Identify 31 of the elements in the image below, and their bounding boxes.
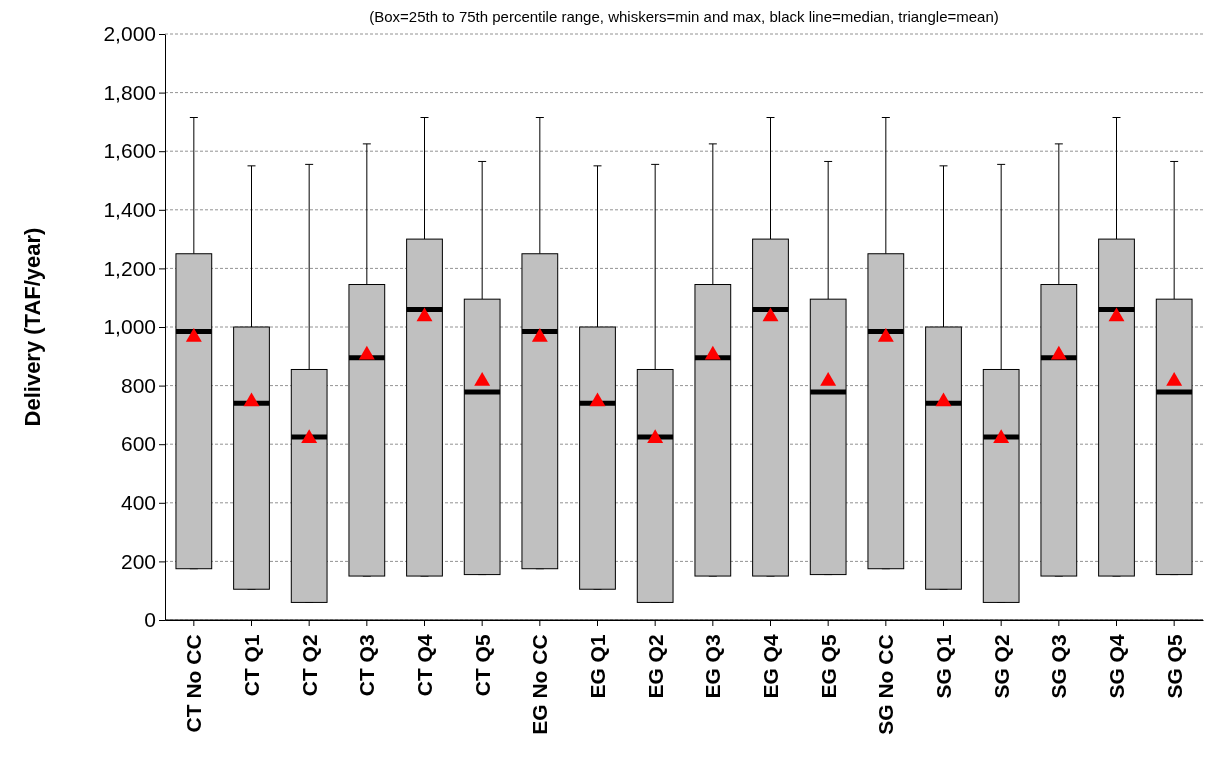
x-tick-label: EG Q2 [643, 634, 667, 699]
x-tick-label: CT Q5 [470, 634, 494, 697]
x-tick-label: SG Q1 [931, 634, 955, 699]
x-tick-label: SG Q4 [1104, 634, 1128, 699]
x-tick-label: EG No CC [528, 634, 552, 735]
x-tick-label: SG Q2 [989, 634, 1013, 699]
y-tick-label: 2,000 [103, 22, 156, 46]
x-tick-label: CT Q4 [412, 634, 436, 697]
x-tick-label: SG No CC [874, 634, 898, 735]
x-tick-label: CT Q3 [355, 634, 379, 697]
y-tick-label: 1,000 [103, 315, 156, 339]
y-tick-label: 1,400 [103, 198, 156, 222]
y-tick-label: 200 [120, 549, 156, 573]
x-tick-label: CT Q1 [239, 634, 263, 697]
chart-title: (Box=25th to 75th percentile range, whiskers=min and max, black line=median, triangle=mean) [369, 8, 999, 25]
y-tick-label: 600 [120, 432, 156, 456]
x-tick-label: EG Q1 [585, 634, 609, 699]
y-tick-label: 1,800 [103, 80, 156, 104]
y-tick-label: 1,600 [103, 139, 156, 163]
x-tick-label: EG Q3 [701, 634, 725, 699]
x-tick-label: CT No CC [182, 634, 206, 733]
y-tick-label: 400 [120, 491, 156, 515]
x-tick-label: EG Q5 [816, 634, 840, 699]
y-tick-label: 800 [120, 373, 156, 397]
x-tick-label: EG Q4 [758, 634, 782, 699]
x-tick-label: SG Q3 [1047, 634, 1071, 699]
y-tick-label: 0 [144, 608, 156, 632]
y-tick-label: 1,200 [103, 256, 156, 280]
y-axis-title: Delivery (TAF/year) [20, 227, 45, 427]
x-tick-label: SG Q5 [1162, 634, 1186, 699]
x-tick-label: CT Q2 [297, 634, 321, 697]
